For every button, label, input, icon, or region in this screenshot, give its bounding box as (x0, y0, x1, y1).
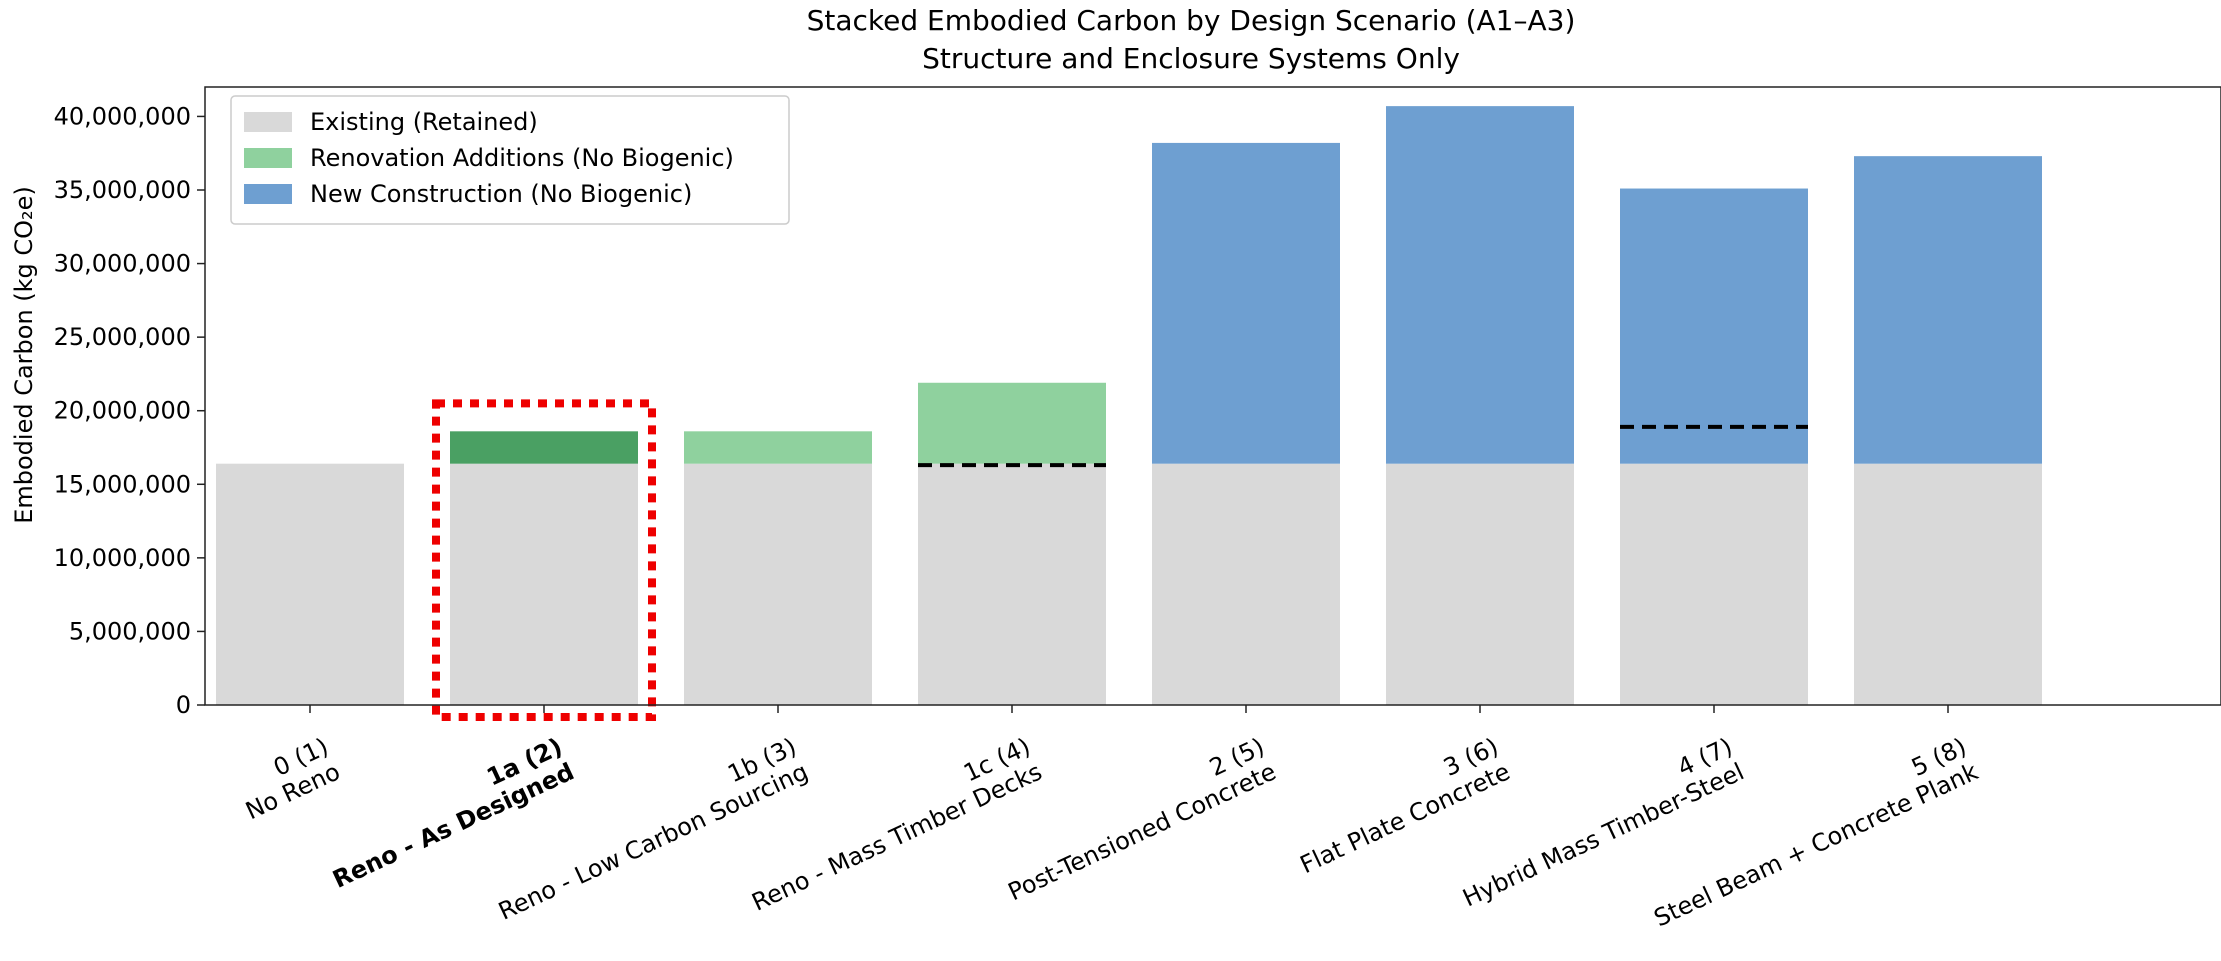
legend: Existing (Retained) Renovation Additions … (230, 95, 790, 225)
legend-label: Renovation Additions (No Biogenic) (310, 144, 734, 172)
legend-label: Existing (Retained) (310, 108, 538, 136)
bar-7-series-3 (1620, 188, 1808, 464)
bars-group (216, 106, 2042, 705)
y-tick-label: 0 (176, 691, 191, 719)
chart-subtitle: Structure and Enclosure Systems Only (922, 42, 1460, 75)
x-tick-label: 0 (1)No Reno (230, 732, 345, 825)
bar-8-series-1 (1854, 463, 2042, 705)
y-tick-label: 20,000,000 (54, 397, 191, 425)
highlight-box (432, 399, 656, 721)
legend-box (230, 95, 790, 225)
y-tick-label: 40,000,000 (54, 102, 191, 130)
y-tick-label: 35,000,000 (54, 176, 191, 204)
y-tick-label: 30,000,000 (54, 250, 191, 278)
chart-title: Stacked Embodied Carbon by Design Scenar… (807, 4, 1576, 37)
bar-4-series-2 (918, 382, 1106, 464)
plot-frame (204, 86, 2221, 706)
bar-5-series-1 (1152, 463, 1340, 705)
bar-2-series-1 (450, 463, 638, 705)
bar-1-series-1 (216, 463, 404, 705)
dashed-lines-group (918, 424, 1808, 468)
bar-7-series-1 (1620, 463, 1808, 705)
bar-2-series-2 (450, 431, 638, 464)
legend-swatch (244, 148, 292, 168)
x-tick-label: 3 (6)Flat Plate Concrete (1284, 732, 1514, 879)
y-tick-label: 10,000,000 (54, 544, 191, 572)
bar-3-series-1 (684, 463, 872, 705)
legend-swatch (244, 184, 292, 204)
y-tick-label: 15,000,000 (54, 470, 191, 498)
legend-swatch (244, 112, 292, 132)
y-tick-label: 25,000,000 (54, 323, 191, 351)
x-tick-label: 2 (5)Post-Tensioned Concrete (992, 732, 1280, 906)
x-tick-label: 1a (2)Reno - As Designed (317, 732, 579, 893)
x-axis-labels: 0 (1)No Reno 1a (2)Reno - As Designed 1b (… (230, 705, 1982, 932)
y-tick-label: 5,000,000 (69, 617, 191, 645)
y-axis-label: Embodied Carbon (kg CO₂e) (10, 186, 38, 524)
y-axis-ticks: 0 5,000,000 10,000,000 15,000,000 20,000,000… (54, 102, 205, 719)
bar-4-series-1 (918, 463, 1106, 705)
bar-5-series-3 (1152, 142, 1340, 464)
bar-3-series-2 (684, 431, 872, 464)
bar-6-series-1 (1386, 463, 1574, 705)
bar-8-series-3 (1854, 156, 2042, 464)
bar-6-series-3 (1386, 106, 1574, 464)
legend-label: New Construction (No Biogenic) (310, 180, 692, 208)
